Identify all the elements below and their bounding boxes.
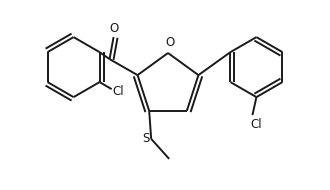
Text: Cl: Cl xyxy=(113,85,124,98)
Text: Cl: Cl xyxy=(250,118,262,131)
Text: S: S xyxy=(143,132,150,145)
Text: O: O xyxy=(165,36,175,50)
Text: O: O xyxy=(109,22,118,35)
